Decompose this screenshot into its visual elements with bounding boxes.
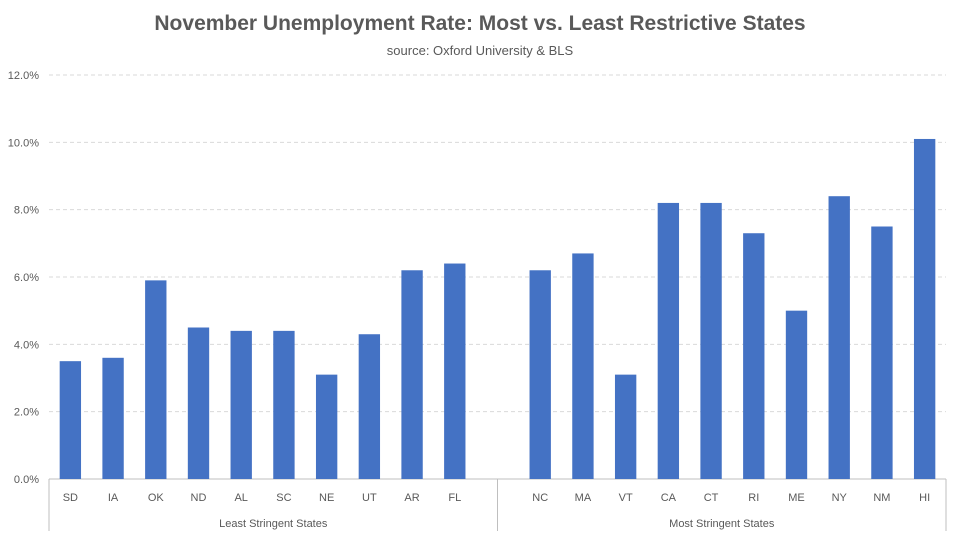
bar-ct bbox=[700, 203, 721, 479]
x-tick-label: IA bbox=[108, 492, 119, 504]
bar-nc bbox=[530, 270, 551, 479]
y-tick-label: 10.0% bbox=[8, 137, 39, 149]
x-tick-label: CT bbox=[704, 492, 719, 504]
chart: November Unemployment Rate: Most vs. Lea… bbox=[0, 0, 960, 538]
bar-ar bbox=[401, 270, 422, 479]
bar-ok bbox=[145, 280, 166, 479]
bar-ma bbox=[572, 253, 593, 479]
x-tick-label: ME bbox=[788, 492, 805, 504]
group-label: Least Stringent States bbox=[219, 518, 328, 530]
bar-me bbox=[786, 311, 807, 479]
x-tick-label: OK bbox=[148, 492, 165, 504]
x-tick-label: VT bbox=[619, 492, 633, 504]
x-tick-label: RI bbox=[748, 492, 759, 504]
bar-ne bbox=[316, 375, 337, 479]
y-tick-label: 8.0% bbox=[14, 205, 39, 217]
y-tick-label: 4.0% bbox=[14, 339, 39, 351]
bar-al bbox=[231, 331, 252, 479]
bar-ny bbox=[829, 196, 850, 479]
x-tick-label: FL bbox=[448, 492, 461, 504]
x-tick-label: HI bbox=[919, 492, 930, 504]
x-tick-label: NE bbox=[319, 492, 334, 504]
y-tick-label: 2.0% bbox=[14, 407, 39, 419]
x-tick-label: AR bbox=[404, 492, 419, 504]
x-tick-label: NY bbox=[832, 492, 848, 504]
x-tick-label: SC bbox=[276, 492, 291, 504]
bar-sd bbox=[60, 361, 81, 479]
bar-sc bbox=[273, 331, 294, 479]
y-tick-label: 6.0% bbox=[14, 272, 39, 284]
bar-nm bbox=[871, 227, 892, 480]
bar-hi bbox=[914, 139, 935, 479]
y-tick-label: 0.0% bbox=[14, 474, 39, 486]
x-tick-label: SD bbox=[63, 492, 78, 504]
x-tick-label: ND bbox=[191, 492, 207, 504]
bar-fl bbox=[444, 264, 465, 479]
bar-ia bbox=[102, 358, 123, 479]
y-tick-label: 12.0% bbox=[8, 70, 39, 82]
x-tick-label: NM bbox=[873, 492, 890, 504]
bar-ut bbox=[359, 334, 380, 479]
bar-ri bbox=[743, 233, 764, 479]
bar-ca bbox=[658, 203, 679, 479]
x-tick-label: AL bbox=[234, 492, 247, 504]
plot-area: 0.0% 2.0% 4.0% 6.0% 8.0% 10.0% 12.0% SD IA OK ND AL… bbox=[0, 0, 960, 538]
x-tick-label: MA bbox=[575, 492, 592, 504]
bar-nd bbox=[188, 328, 209, 480]
bar-vt bbox=[615, 375, 636, 479]
x-tick-label: NC bbox=[532, 492, 548, 504]
x-tick-label: CA bbox=[661, 492, 677, 504]
group-label: Most Stringent States bbox=[669, 518, 775, 530]
x-tick-label: UT bbox=[362, 492, 377, 504]
